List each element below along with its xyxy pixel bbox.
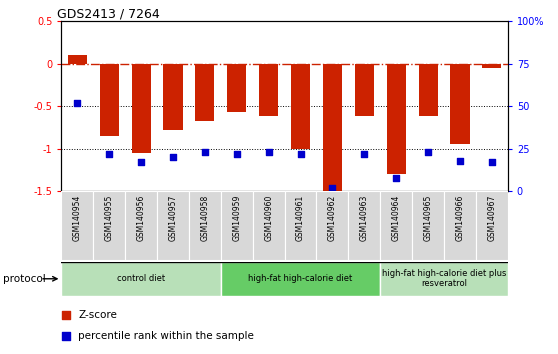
Text: GSM140962: GSM140962: [328, 195, 337, 241]
Point: [232, 151, 241, 156]
Bar: [189, 191, 221, 260]
Point: [105, 151, 114, 156]
Text: high-fat high-calorie diet: high-fat high-calorie diet: [248, 274, 353, 283]
Bar: [285, 191, 316, 260]
Bar: [253, 191, 285, 260]
Bar: [227, 64, 246, 112]
Bar: [355, 64, 374, 116]
Text: GSM140954: GSM140954: [73, 195, 82, 241]
Bar: [380, 191, 412, 260]
Bar: [291, 64, 310, 149]
Bar: [387, 64, 406, 174]
Point: [200, 149, 209, 155]
Bar: [348, 191, 380, 260]
Bar: [476, 191, 508, 260]
Text: GSM140963: GSM140963: [360, 195, 369, 241]
Text: GSM140961: GSM140961: [296, 195, 305, 241]
Text: GSM140956: GSM140956: [137, 195, 146, 241]
Text: GDS2413 / 7264: GDS2413 / 7264: [57, 7, 160, 20]
Point: [264, 149, 273, 155]
Point: [328, 185, 337, 190]
Bar: [163, 64, 182, 130]
Point: [296, 151, 305, 156]
Bar: [418, 64, 437, 116]
Text: protocol: protocol: [3, 274, 46, 284]
Point: [360, 151, 369, 156]
Text: GSM140964: GSM140964: [392, 195, 401, 241]
Point: [455, 158, 464, 164]
Bar: [93, 191, 125, 260]
Point: [487, 159, 496, 165]
Point: [137, 159, 146, 165]
Bar: [316, 191, 348, 260]
Point: [392, 175, 401, 181]
Text: GSM140955: GSM140955: [105, 195, 114, 241]
Bar: [412, 191, 444, 260]
Bar: [68, 55, 87, 64]
Bar: [323, 64, 342, 191]
Point: [424, 149, 432, 155]
Point: [321, 0, 330, 4]
Bar: [482, 64, 502, 68]
Text: GSM140966: GSM140966: [455, 195, 464, 241]
Text: GSM140958: GSM140958: [200, 195, 209, 241]
Bar: [259, 64, 278, 116]
Bar: [125, 191, 157, 260]
Bar: [132, 64, 151, 153]
Point: [73, 100, 82, 105]
Bar: [100, 64, 119, 136]
Bar: [61, 262, 221, 296]
Bar: [380, 262, 508, 296]
Text: Z-score: Z-score: [78, 310, 117, 320]
Text: GSM140957: GSM140957: [169, 195, 177, 241]
Bar: [195, 64, 214, 121]
Text: GSM140967: GSM140967: [487, 195, 496, 241]
Bar: [61, 191, 93, 260]
Bar: [444, 191, 476, 260]
Text: GSM140959: GSM140959: [232, 195, 241, 241]
Bar: [221, 262, 380, 296]
Bar: [157, 191, 189, 260]
Text: GSM140960: GSM140960: [264, 195, 273, 241]
Point: [169, 154, 177, 160]
Text: GSM140965: GSM140965: [424, 195, 432, 241]
Text: control diet: control diet: [117, 274, 165, 283]
Bar: [450, 64, 469, 144]
Bar: [221, 191, 253, 260]
Point: [321, 188, 330, 193]
Text: percentile rank within the sample: percentile rank within the sample: [78, 331, 254, 341]
Text: high-fat high-calorie diet plus
resveratrol: high-fat high-calorie diet plus resverat…: [382, 269, 506, 289]
